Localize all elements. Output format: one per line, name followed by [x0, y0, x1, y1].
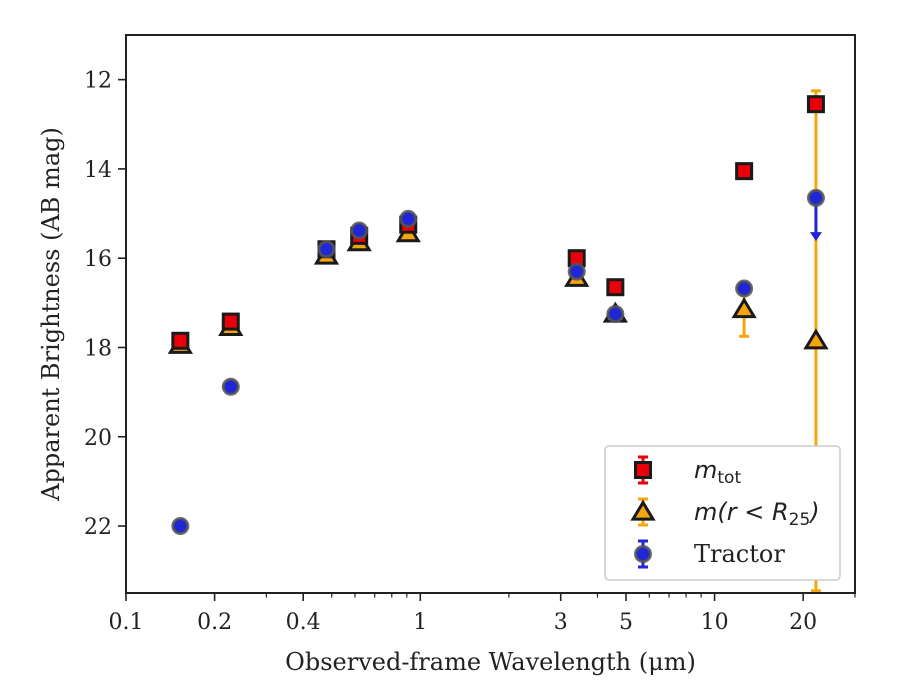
- upper-limit-arrowhead: [809, 232, 822, 242]
- series-tractor: [171, 188, 825, 536]
- legend-marker-circle: [634, 545, 652, 563]
- x-tick-label: 3: [554, 610, 568, 635]
- data-marks: [167, 89, 829, 593]
- x-tick-label: 10: [701, 610, 729, 635]
- y-tick-label: 22: [84, 515, 112, 540]
- data-point-square: [806, 95, 825, 114]
- series-m_tot: [171, 95, 825, 350]
- data-point-circle: [567, 262, 586, 281]
- y-tick-label: 16: [84, 247, 112, 272]
- plot-frame: [125, 34, 856, 594]
- data-point-square: [171, 331, 190, 350]
- x-tick-label: 0.1: [109, 610, 144, 635]
- legend-box: [604, 445, 841, 581]
- series-m_r_lt_R25: [167, 221, 829, 354]
- axis-ticks: 0.1 0.2 0.4 1 3 5 10 20 12 14 16 18 20 22: [84, 69, 856, 635]
- x-tick-label: 20: [789, 610, 817, 635]
- series-m_tot-errorbars: [175, 98, 821, 349]
- x-tick-label: 0.2: [197, 610, 232, 635]
- data-point-circle: [606, 305, 625, 323]
- data-point-square: [735, 162, 754, 181]
- legend: mtot m(r < R25) Tractor: [604, 445, 841, 581]
- data-point-circle: [221, 377, 240, 396]
- x-tick-label: 1: [413, 610, 427, 635]
- legend-marker-triangle: [630, 499, 656, 521]
- data-point-circle: [171, 517, 190, 536]
- data-point-circle: [317, 240, 336, 259]
- y-tick-label: 12: [84, 69, 112, 94]
- y-tick-label: 20: [84, 426, 112, 451]
- data-point-triangle: [731, 297, 757, 319]
- data-point-circle: [399, 209, 418, 228]
- y-tick-label: 14: [84, 158, 112, 183]
- data-point-square: [221, 312, 240, 331]
- legend-label-m_tot: mtot: [694, 456, 741, 488]
- data-point-triangle: [803, 328, 829, 350]
- data-point-circle: [806, 188, 825, 207]
- data-point-circle: [735, 279, 754, 298]
- legend-label-m_r_lt_R25: m(r < R25): [694, 498, 820, 530]
- x-tick-label: 5: [619, 610, 633, 635]
- data-point-square: [606, 278, 625, 297]
- y-axis-title: Apparent Brightness (AB mag): [37, 127, 65, 502]
- y-tick-label: 18: [84, 336, 112, 361]
- legend-marker-square: [634, 461, 652, 479]
- legend-label-tractor: Tractor: [694, 540, 785, 568]
- x-axis-title: Observed-frame Wavelength (μm): [285, 648, 696, 676]
- x-tick-label: 0.4: [286, 610, 321, 635]
- data-point-circle: [350, 221, 369, 240]
